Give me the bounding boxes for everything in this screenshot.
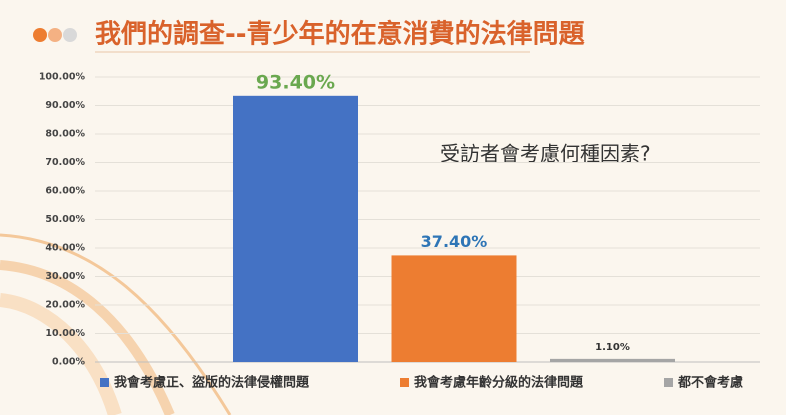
decor-dot	[63, 28, 77, 42]
y-tick-label: 40.00%	[45, 243, 85, 254]
y-tick-label: 50.00%	[45, 214, 85, 225]
legend-label: 我會考慮正、盜版的法律侵權問題	[114, 375, 310, 391]
decor-dot	[48, 28, 62, 42]
legend-swatch	[400, 378, 409, 387]
y-tick-label: 0.00%	[52, 357, 85, 368]
legend-label: 都不會考慮	[677, 375, 743, 391]
annotation: 受訪者會考慮何種因素?	[440, 142, 651, 166]
value-label: 1.10%	[595, 342, 630, 353]
y-tick-label: 60.00%	[45, 186, 85, 197]
y-tick-label: 90.00%	[45, 100, 85, 111]
decor-wave	[0, 260, 175, 415]
decor-wave	[0, 233, 232, 415]
y-tick-label: 20.00%	[45, 300, 85, 311]
y-tick-label: 30.00%	[45, 271, 85, 282]
y-tick-label: 10.00%	[45, 328, 85, 339]
value-label: 93.40%	[256, 71, 335, 93]
bar	[391, 255, 517, 362]
decor-wave	[0, 293, 122, 415]
legend-label: 我會考慮年齡分級的法律問題	[414, 375, 584, 391]
bar	[233, 95, 358, 362]
chart-title: 我們的調查--青少年的在意消費的法律問題	[95, 19, 586, 50]
legend-swatch	[664, 378, 673, 387]
bar	[550, 358, 675, 362]
y-tick-label: 100.00%	[39, 72, 86, 83]
value-label: 37.40%	[421, 232, 488, 251]
y-tick-label: 80.00%	[45, 129, 85, 140]
decor-dot	[33, 28, 47, 42]
legend-swatch	[100, 378, 109, 387]
y-tick-label: 70.00%	[45, 157, 85, 168]
